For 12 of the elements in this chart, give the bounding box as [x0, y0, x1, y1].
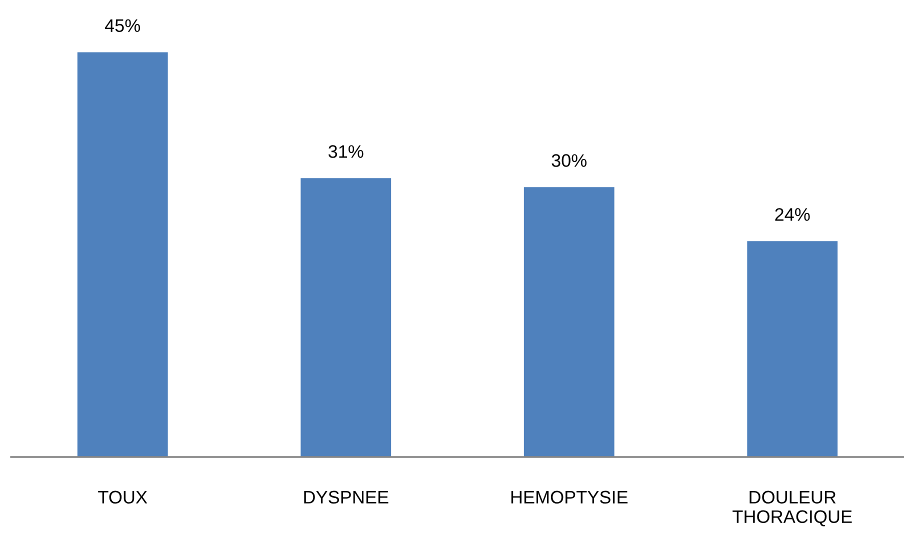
data-label: 45% [104, 19, 140, 32]
x-tick-label: DOULEUR THORACIQUE [732, 490, 852, 526]
bar [77, 52, 168, 457]
x-tick-label: TOUX [98, 490, 148, 504]
x-tick-label: HEMOPTYSIE [511, 490, 628, 504]
x-tick-label: DYSPNEE [304, 490, 388, 504]
data-label: 24% [775, 208, 810, 221]
bar [300, 178, 392, 457]
bar [524, 187, 614, 457]
data-label: 30% [552, 154, 587, 167]
data-label: 31% [328, 145, 364, 158]
bar [747, 241, 838, 457]
